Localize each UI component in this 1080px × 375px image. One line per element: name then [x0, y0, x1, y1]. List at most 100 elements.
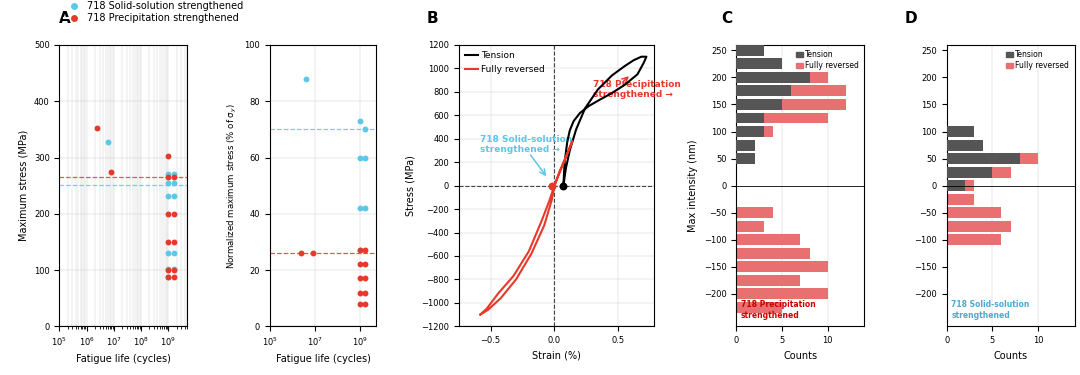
Point — [352, 154, 369, 160]
Point — [160, 193, 177, 199]
Bar — [737, 126, 773, 137]
Bar — [947, 180, 974, 191]
Point — [555, 183, 572, 189]
Bar — [947, 221, 1011, 232]
Text: 718 Solid-solution
strengthened →: 718 Solid-solution strengthened → — [481, 135, 572, 154]
Bar — [947, 153, 1038, 164]
Bar — [947, 126, 964, 137]
Point — [356, 290, 374, 296]
Bar — [737, 58, 782, 69]
Point — [165, 193, 183, 199]
Bar — [737, 72, 827, 83]
Text: 718 Precipitation
strengthened: 718 Precipitation strengthened — [741, 300, 815, 320]
Bar — [737, 112, 827, 123]
Point — [352, 118, 369, 124]
Point — [352, 248, 369, 254]
Bar — [737, 302, 782, 313]
Point — [160, 174, 177, 180]
Bar — [737, 45, 764, 56]
Bar — [947, 166, 1011, 178]
Point — [356, 248, 374, 254]
Point — [165, 211, 183, 217]
Point — [305, 250, 322, 256]
Point — [160, 171, 177, 177]
Point — [165, 239, 183, 245]
Point — [160, 180, 177, 186]
Text: 718 Precipitation
strengthened →: 718 Precipitation strengthened → — [593, 80, 680, 99]
Bar — [947, 166, 993, 178]
Bar — [737, 140, 755, 150]
Text: A: A — [59, 11, 71, 26]
X-axis label: Fatigue life (cycles): Fatigue life (cycles) — [76, 354, 171, 364]
Point — [103, 169, 120, 175]
Bar — [737, 45, 755, 56]
Y-axis label: Maximum stress (MPa): Maximum stress (MPa) — [18, 130, 28, 241]
Point — [356, 261, 374, 267]
Point — [352, 290, 369, 296]
Point — [165, 174, 183, 180]
Point — [165, 267, 183, 273]
Point — [297, 76, 314, 82]
Text: C: C — [721, 11, 732, 26]
Text: B: B — [427, 11, 438, 26]
Point — [356, 301, 374, 307]
Bar — [737, 112, 764, 123]
Point — [543, 183, 561, 189]
Bar — [737, 221, 764, 232]
Bar — [737, 153, 755, 164]
Point — [352, 248, 369, 254]
Y-axis label: Normalized maximum stress (% of σ$_y$): Normalized maximum stress (% of σ$_y$) — [226, 103, 239, 268]
Point — [356, 205, 374, 211]
Bar — [737, 86, 792, 96]
Bar — [737, 207, 773, 218]
Bar — [737, 261, 827, 272]
Point — [165, 180, 183, 186]
Point — [89, 125, 106, 131]
Legend: Tension, Fully reversed: Tension, Fully reversed — [1004, 49, 1070, 71]
Point — [352, 301, 369, 307]
X-axis label: Counts: Counts — [783, 351, 818, 360]
Point — [165, 171, 183, 177]
Point — [160, 211, 177, 217]
Bar — [737, 153, 755, 164]
Point — [352, 205, 369, 211]
Bar — [737, 58, 773, 69]
Point — [160, 266, 177, 272]
Point — [165, 266, 183, 272]
Bar — [737, 99, 846, 110]
Bar — [947, 140, 974, 150]
Bar — [947, 234, 1001, 245]
Point — [160, 274, 177, 280]
Point — [356, 275, 374, 281]
Point — [293, 250, 310, 256]
Point — [160, 250, 177, 256]
Point — [356, 126, 374, 132]
Bar — [737, 99, 782, 110]
Bar — [737, 248, 810, 259]
Legend: Tension, Fully reversed: Tension, Fully reversed — [795, 49, 861, 71]
Bar — [947, 140, 983, 150]
Point — [160, 274, 177, 280]
Bar — [737, 288, 827, 299]
X-axis label: Fatigue life (cycles): Fatigue life (cycles) — [275, 354, 370, 364]
Point — [160, 239, 177, 245]
Point — [352, 275, 369, 281]
Point — [99, 139, 117, 145]
Bar — [947, 207, 1001, 218]
Point — [352, 261, 369, 267]
X-axis label: Counts: Counts — [994, 351, 1028, 360]
Text: D: D — [905, 11, 918, 26]
Point — [165, 274, 183, 280]
X-axis label: Strain (%): Strain (%) — [532, 351, 581, 360]
Point — [160, 153, 177, 159]
Bar — [947, 194, 974, 205]
Bar — [737, 275, 800, 286]
Y-axis label: Max intensity (nm): Max intensity (nm) — [688, 140, 699, 232]
Bar — [947, 126, 974, 137]
Bar — [947, 153, 1020, 164]
Bar — [737, 72, 810, 83]
Bar — [737, 126, 764, 137]
Bar — [947, 180, 964, 191]
Point — [160, 267, 177, 273]
Y-axis label: Stress (MPa): Stress (MPa) — [405, 155, 416, 216]
